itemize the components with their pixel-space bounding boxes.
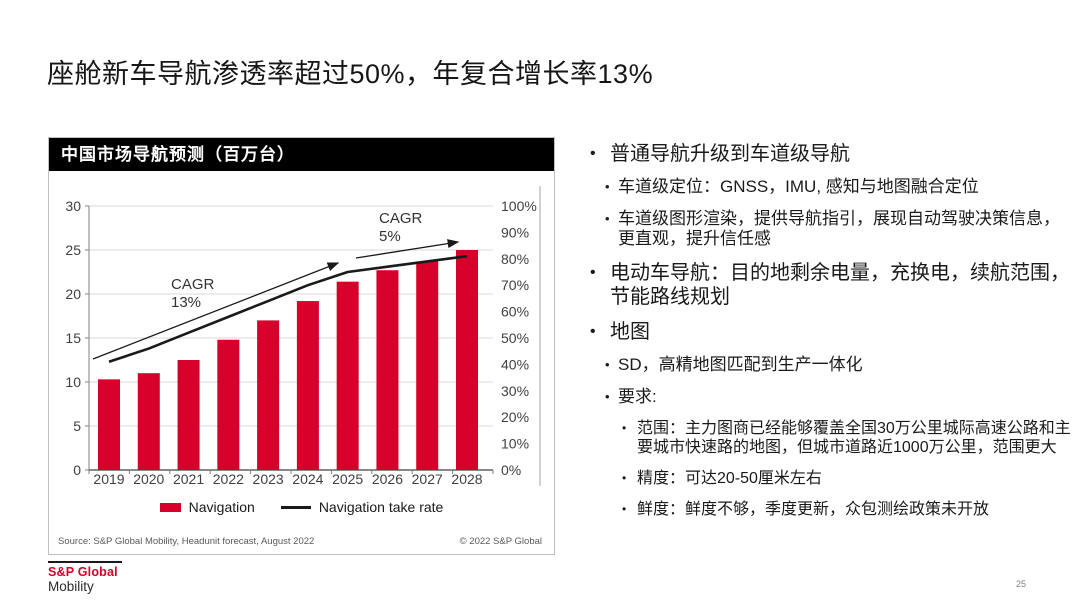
page-number: 25 (1016, 579, 1027, 589)
right-axis-label: 70% (501, 277, 529, 293)
bullet-text: 地图 (610, 321, 650, 343)
right-axis-label: 20% (501, 409, 529, 425)
bullet-list: • 普通导航升级到车道级导航 • 车道级定位：GNSS，IMU, 感知与地图融合定位 •… (588, 136, 1074, 531)
bullet-item-l2: • 车道级图形渲染，提供导航指引，展现自动驾驶决策信息，更直观，提升信任感 (605, 209, 1074, 249)
right-axis-label: 50% (501, 330, 529, 346)
chart-card-header: 中国市场导航预测（百万台） (49, 138, 554, 171)
bullet-marker: • (590, 264, 596, 281)
bullet-marker: • (605, 211, 610, 226)
bullet-text: 范围：主力图商已经能够覆盖全国30万公里城际高速公路和主要城市快速路的地图，但城… (637, 420, 1071, 456)
x-axis-label: 2026 (372, 471, 403, 487)
right-axis-label: 30% (501, 383, 529, 399)
bullet-item-l1: • 电动车导航：目的地剩余电量，充换电，续航范围，节能路线规划 (590, 261, 1074, 309)
take-rate-line (108, 254, 468, 363)
navigation-bar (376, 270, 399, 470)
legend-bar-swatch (159, 502, 181, 512)
cagr-annotation-label: 13% (171, 294, 201, 311)
legend-bar-label: Navigation (188, 499, 255, 515)
cagr-annotation-label: 5% (379, 228, 401, 245)
navigation-bar (177, 360, 200, 470)
x-axis-label: 2025 (332, 471, 363, 487)
navigation-bar (416, 261, 439, 470)
slide-title: 座舱新车导航渗透率超过50%，年复合增长率13% (47, 59, 654, 89)
cagr-annotation-label: CAGR (379, 210, 423, 227)
right-axis-label: 80% (501, 251, 529, 267)
bullet-marker: • (590, 323, 596, 340)
navigation-bar (137, 373, 160, 470)
bullet-marker: • (622, 421, 627, 435)
logo-brand: S&P Global (48, 565, 118, 579)
left-axis-label: 0 (73, 462, 81, 478)
forecast-chart: CAGR13%CAGR5%0510152025300%10%20%30%40%5… (65, 186, 541, 487)
bullet-item-l1: • 普通导航升级到车道级导航 (590, 142, 1074, 166)
bullet-text: 精度：可达20-50厘米左右 (637, 470, 822, 487)
bullet-item-l3: • 精度：可达20-50厘米左右 (622, 469, 1074, 488)
chart-source-row: Source: S&P Global Mobility, Headunit fo… (58, 536, 542, 547)
navigation-bar (217, 339, 240, 470)
bullet-item-l3: • 鲜度：鲜度不够，季度更新，众包测绘政策未开放 (622, 500, 1074, 519)
bullet-marker: • (622, 502, 627, 516)
bullet-item-l1: • 地图 (590, 320, 1074, 344)
right-axis-label: 60% (501, 304, 529, 320)
x-axis-label: 2023 (253, 471, 284, 487)
navigation-bar (296, 301, 319, 470)
bullet-text: 车道级图形渲染，提供导航指引，展现自动驾驶决策信息，更直观，提升信任感 (618, 209, 1060, 248)
x-axis-label: 2022 (213, 471, 244, 487)
bullet-marker: • (622, 471, 627, 485)
x-axis-label: 2021 (173, 471, 204, 487)
right-axis-label: 100% (501, 198, 537, 214)
bullet-marker: • (605, 389, 610, 404)
x-axis-label: 2020 (133, 471, 164, 487)
right-axis-label: 10% (501, 436, 529, 452)
navigation-bar (257, 320, 280, 470)
legend-line-label: Navigation take rate (318, 499, 444, 515)
navigation-bar (336, 281, 359, 470)
cagr-arrow (355, 239, 460, 259)
bullet-marker: • (605, 179, 610, 194)
right-axis-label: 40% (501, 356, 529, 372)
left-axis-label: 20 (65, 286, 81, 302)
logo-division: Mobility (48, 579, 94, 594)
source-note: Source: S&P Global Mobility, Headunit fo… (58, 536, 315, 547)
bullet-text: 要求: (618, 387, 657, 406)
chart-card: 中国市场导航预测（百万台） CAGR 13% CAGR 5% 0 5 10 15 20 25 30 0… (48, 137, 555, 555)
logo-rule (48, 561, 122, 563)
navigation-bar (456, 250, 478, 470)
bullet-marker: • (590, 145, 596, 162)
cagr-annotation-label: CAGR (171, 276, 215, 293)
sp-global-mobility-logo: S&P Global Mobility (48, 561, 122, 595)
copyright-note: © 2022 S&P Global (459, 536, 542, 547)
bullet-text: 鲜度：鲜度不够，季度更新，众包测绘政策未开放 (637, 501, 990, 518)
bullet-text: 普通导航升级到车道级导航 (610, 143, 850, 165)
bullet-text: 车道级定位：GNSS，IMU, 感知与地图融合定位 (618, 177, 979, 196)
bullet-item-l2: • 要求: (605, 387, 1074, 407)
navigation-bar (98, 379, 120, 470)
bullet-item-l2: • 车道级定位：GNSS，IMU, 感知与地图融合定位 (605, 177, 1074, 197)
x-axis-label: 2024 (292, 471, 323, 487)
bullet-item-l3: • 范围：主力图商已经能够覆盖全国30万公里城际高速公路和主要城市快速路的地图，但… (622, 419, 1074, 457)
left-axis-label: 15 (65, 330, 81, 346)
bullet-text: SD，高精地图匹配到生产一体化 (618, 355, 863, 374)
bullet-item-l2: • SD，高精地图匹配到生产一体化 (605, 355, 1074, 375)
left-axis-label: 25 (65, 242, 81, 258)
legend-line-swatch (280, 505, 311, 509)
cagr-arrow (92, 262, 340, 360)
x-axis-label: 2027 (412, 471, 443, 487)
chart-legend: Navigation Navigation take rate (49, 499, 554, 515)
bullet-text: 电动车导航：目的地剩余电量，充换电，续航范围，节能路线规划 (610, 262, 1070, 308)
left-axis-label: 5 (73, 418, 81, 434)
right-axis-label: 90% (501, 224, 529, 240)
bullet-marker: • (605, 357, 610, 372)
x-axis-label: 2028 (451, 471, 482, 487)
x-axis-label: 2019 (93, 471, 124, 487)
right-axis-label: 0% (501, 462, 521, 478)
left-axis-label: 30 (65, 198, 81, 214)
left-axis-label: 10 (65, 374, 81, 390)
navigation-bars (98, 250, 478, 470)
